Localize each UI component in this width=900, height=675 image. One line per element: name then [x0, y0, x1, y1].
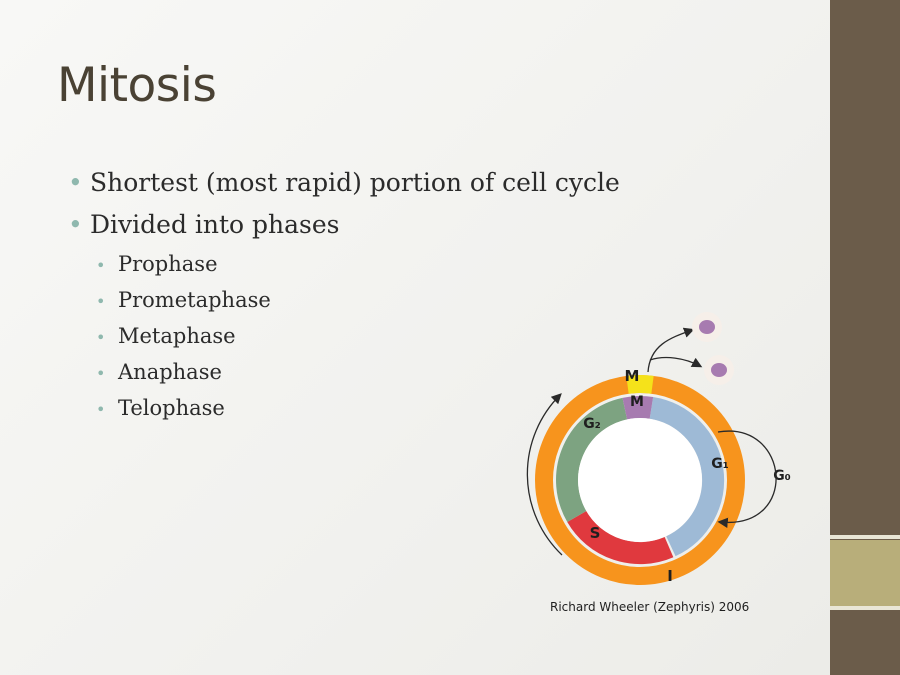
bullet-dot-icon: •	[68, 210, 83, 239]
sub-bullet-text: Prophase	[118, 252, 218, 276]
m-phase-inner-segment	[622, 396, 654, 420]
sidebar-accent-block	[830, 540, 900, 606]
bullet-item: • Divided into phases	[68, 210, 340, 239]
bullet-text: Shortest (most rapid) portion of cell cy…	[90, 168, 620, 197]
daughter-cell-arrow-top	[647, 327, 695, 373]
bullet-dot-icon: •	[96, 328, 106, 347]
g2-segment	[556, 397, 628, 522]
bullet-dot-icon: •	[96, 292, 106, 311]
daughter-cell-arrow-bottom	[649, 356, 703, 368]
g0-label: G₀	[773, 468, 791, 484]
sub-bullet-item: • Anaphase	[96, 360, 222, 384]
sub-bullet-item: • Prophase	[96, 252, 218, 276]
bullet-dot-icon: •	[96, 256, 106, 275]
bullet-dot-icon: •	[96, 364, 106, 383]
sub-bullet-text: Metaphase	[118, 324, 236, 348]
g2-label: G₂	[583, 416, 601, 432]
daughter-nucleus-bottom	[711, 363, 727, 377]
sidebar-divider-top	[830, 535, 900, 539]
m-phase-outer-segment	[626, 374, 654, 394]
daughter-nucleus-top	[699, 320, 715, 334]
m-inner-label: M	[630, 394, 644, 410]
i-label: I	[667, 567, 673, 585]
sub-bullet-text: Anaphase	[118, 360, 222, 384]
g1-segment	[649, 397, 725, 557]
sub-bullet-text: Prometaphase	[118, 288, 271, 312]
s-label: S	[590, 524, 601, 542]
sub-bullet-item: • Telophase	[96, 396, 225, 420]
image-credit: Richard Wheeler (Zephyris) 2006	[550, 600, 750, 614]
bullet-item: • Shortest (most rapid) portion of cell c…	[68, 168, 620, 197]
g0-loop-arrow	[717, 430, 777, 528]
s-segment	[567, 510, 674, 565]
bullet-dot-icon: •	[68, 168, 83, 197]
sub-bullet-text: Telophase	[118, 396, 225, 420]
cycle-center	[578, 418, 702, 542]
cycle-direction-arrow	[526, 393, 563, 556]
sub-bullet-item: • Metaphase	[96, 324, 236, 348]
bullet-dot-icon: •	[96, 400, 106, 419]
sidebar-divider-bottom	[830, 606, 900, 610]
m-outer-label: M	[625, 367, 640, 385]
sub-bullet-item: • Prometaphase	[96, 288, 271, 312]
bullet-text: Divided into phases	[90, 210, 340, 239]
cell-cycle-diagram: M M G₂ G₁ G₀ S I	[526, 312, 791, 585]
slide-title: Mitosis	[57, 58, 217, 113]
g1-label: G₁	[711, 456, 729, 472]
